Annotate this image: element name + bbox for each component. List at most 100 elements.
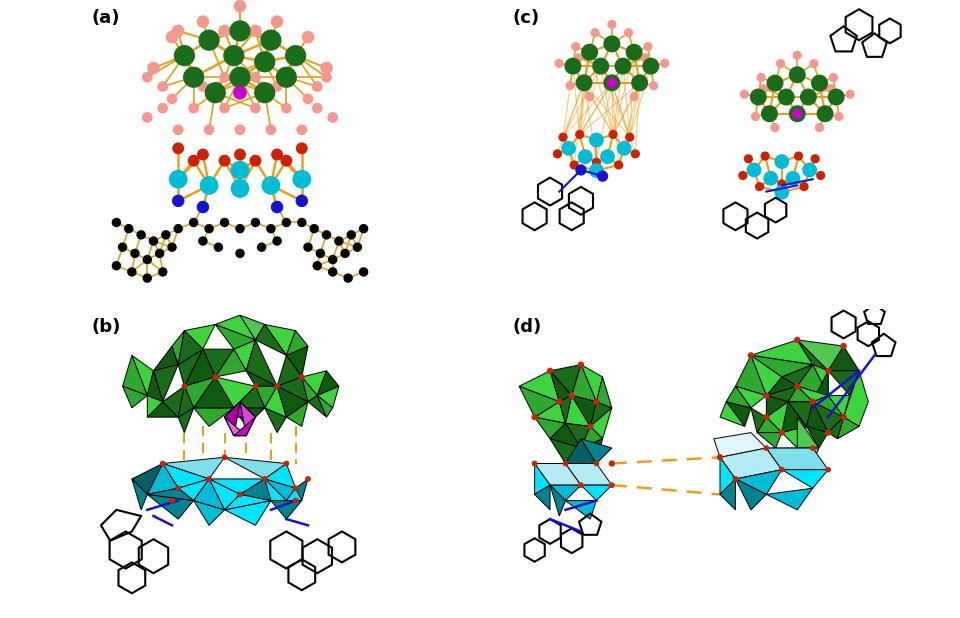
Circle shape (591, 29, 599, 36)
Polygon shape (751, 355, 813, 377)
Circle shape (137, 231, 145, 239)
Circle shape (632, 150, 639, 158)
Circle shape (300, 375, 304, 379)
Circle shape (570, 161, 578, 169)
Polygon shape (286, 346, 308, 377)
Circle shape (204, 125, 214, 134)
Circle shape (297, 143, 307, 153)
Polygon shape (788, 402, 813, 426)
Circle shape (235, 149, 245, 159)
Circle shape (205, 224, 213, 232)
Polygon shape (572, 365, 596, 402)
Circle shape (764, 446, 769, 450)
Polygon shape (184, 324, 215, 349)
Polygon shape (535, 464, 581, 485)
Circle shape (238, 492, 242, 497)
Polygon shape (209, 479, 265, 494)
Polygon shape (766, 377, 797, 396)
Polygon shape (154, 365, 179, 402)
Circle shape (231, 161, 249, 179)
Polygon shape (550, 485, 565, 516)
Circle shape (198, 149, 208, 159)
Circle shape (795, 337, 800, 342)
Circle shape (576, 130, 584, 138)
Circle shape (162, 231, 170, 239)
Circle shape (272, 16, 282, 27)
Circle shape (328, 112, 337, 122)
Circle shape (566, 82, 574, 90)
Circle shape (313, 82, 322, 91)
Circle shape (533, 461, 537, 466)
Circle shape (143, 112, 152, 122)
Polygon shape (806, 402, 828, 433)
Circle shape (293, 171, 310, 188)
Circle shape (718, 455, 722, 460)
Circle shape (170, 498, 174, 503)
Polygon shape (184, 349, 215, 386)
Polygon shape (720, 402, 745, 426)
Circle shape (348, 231, 355, 239)
Polygon shape (581, 485, 612, 501)
Polygon shape (194, 408, 234, 426)
Polygon shape (766, 448, 828, 470)
Circle shape (173, 195, 183, 206)
Polygon shape (123, 355, 147, 396)
Circle shape (230, 67, 250, 87)
Polygon shape (590, 408, 612, 439)
Circle shape (564, 461, 567, 466)
Circle shape (254, 52, 275, 72)
Circle shape (282, 219, 290, 227)
Circle shape (817, 172, 825, 179)
Circle shape (286, 46, 305, 66)
Circle shape (589, 133, 603, 146)
Circle shape (592, 158, 600, 166)
Polygon shape (751, 340, 813, 365)
Circle shape (125, 224, 132, 232)
Circle shape (751, 89, 766, 105)
Polygon shape (215, 324, 255, 349)
Circle shape (173, 143, 183, 153)
Polygon shape (837, 417, 859, 439)
Circle shape (604, 75, 619, 91)
Circle shape (214, 243, 223, 251)
Circle shape (752, 112, 759, 121)
Polygon shape (277, 386, 308, 417)
Polygon shape (590, 402, 612, 426)
Polygon shape (535, 402, 565, 423)
Polygon shape (265, 386, 286, 417)
Circle shape (261, 30, 280, 50)
Circle shape (321, 62, 332, 74)
Polygon shape (317, 396, 333, 417)
Polygon shape (147, 402, 179, 417)
Polygon shape (246, 371, 277, 386)
Polygon shape (797, 365, 828, 396)
Circle shape (251, 155, 261, 166)
Circle shape (789, 67, 805, 83)
Polygon shape (751, 408, 766, 433)
Circle shape (786, 172, 800, 185)
Circle shape (174, 125, 182, 134)
Circle shape (322, 72, 331, 82)
Circle shape (841, 344, 846, 349)
Circle shape (761, 106, 778, 122)
Polygon shape (163, 464, 209, 488)
Polygon shape (788, 386, 813, 402)
Polygon shape (565, 501, 596, 519)
Circle shape (328, 256, 337, 263)
Polygon shape (225, 457, 286, 479)
Circle shape (811, 155, 819, 163)
Circle shape (615, 58, 631, 74)
Circle shape (221, 219, 228, 227)
Polygon shape (179, 479, 209, 501)
Polygon shape (735, 470, 781, 494)
Polygon shape (147, 371, 163, 402)
Circle shape (816, 124, 824, 132)
Circle shape (828, 89, 844, 105)
Circle shape (576, 165, 586, 175)
Polygon shape (781, 470, 828, 488)
Circle shape (112, 219, 120, 227)
Circle shape (579, 483, 583, 487)
Circle shape (143, 274, 152, 282)
Polygon shape (215, 349, 246, 377)
Circle shape (756, 183, 763, 190)
